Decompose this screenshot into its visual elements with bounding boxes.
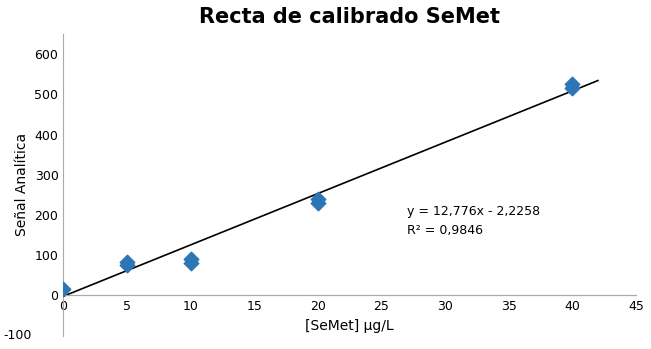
X-axis label: [SeMet] μg/L: [SeMet] μg/L [305, 319, 394, 333]
Point [312, 200, 323, 206]
Point [312, 196, 323, 202]
Point [122, 262, 132, 268]
Y-axis label: Señal Analítica: Señal Analítica [15, 133, 29, 236]
Text: -100: -100 [3, 329, 31, 342]
Text: y = 12,776x - 2,2258
R² = 0,9846: y = 12,776x - 2,2258 R² = 0,9846 [407, 205, 540, 237]
Title: Recta de calibrado SeMet: Recta de calibrado SeMet [199, 7, 500, 27]
Point [122, 260, 132, 265]
Point [186, 257, 196, 262]
Point [186, 260, 196, 266]
Point [58, 287, 68, 292]
Point [567, 82, 577, 87]
Point [567, 86, 577, 91]
